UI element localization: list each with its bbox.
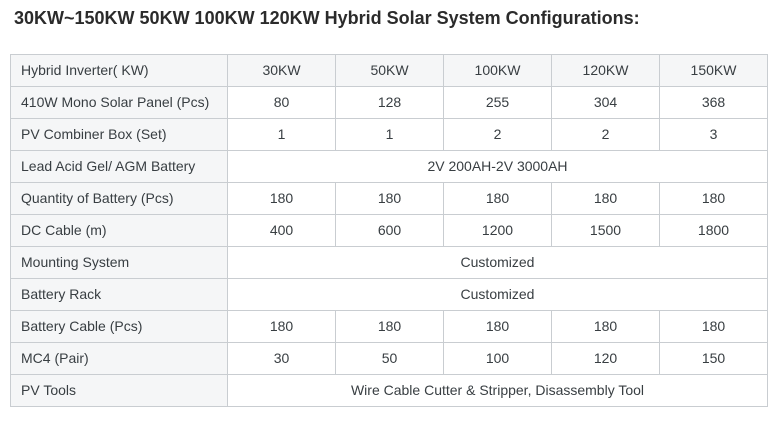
value-cell: 600 bbox=[335, 214, 444, 247]
value-cell: 180 bbox=[443, 310, 552, 343]
row-label-cell: Battery Rack bbox=[10, 278, 228, 311]
row-label-cell: Battery Cable (Pcs) bbox=[10, 310, 228, 343]
row-label-cell: Quantity of Battery (Pcs) bbox=[10, 182, 228, 215]
row-label-cell: DC Cable (m) bbox=[10, 214, 228, 247]
value-cell: 180 bbox=[659, 310, 768, 343]
value-cell: 1500 bbox=[551, 214, 660, 247]
value-cell: 1800 bbox=[659, 214, 768, 247]
table-row: MC4 (Pair) 30 50 100 120 150 bbox=[10, 342, 768, 375]
value-cell: 3 bbox=[659, 118, 768, 151]
table-header-row: Hybrid Inverter( KW) 30KW 50KW 100KW 120… bbox=[10, 54, 768, 87]
value-cell: 368 bbox=[659, 86, 768, 119]
span-value-cell: Customized bbox=[227, 278, 768, 311]
value-cell: 50 bbox=[335, 342, 444, 375]
table-row: PV Combiner Box (Set) 1 1 2 2 3 bbox=[10, 118, 768, 151]
table-row: 410W Mono Solar Panel (Pcs) 80 128 255 3… bbox=[10, 86, 768, 119]
value-cell: 180 bbox=[551, 310, 660, 343]
value-cell: 80 bbox=[227, 86, 336, 119]
column-header-cell: 150KW bbox=[659, 54, 768, 87]
value-cell: 100 bbox=[443, 342, 552, 375]
value-cell: 1 bbox=[227, 118, 336, 151]
row-label-cell: Lead Acid Gel/ AGM Battery bbox=[10, 150, 228, 183]
table-row: Battery Rack Customized bbox=[10, 278, 768, 311]
span-value-cell: Customized bbox=[227, 246, 768, 279]
value-cell: 180 bbox=[335, 310, 444, 343]
value-cell: 180 bbox=[659, 182, 768, 215]
span-value-cell: Wire Cable Cutter & Stripper, Disassembl… bbox=[227, 374, 768, 407]
row-label-cell: Hybrid Inverter( KW) bbox=[10, 54, 228, 87]
value-cell: 180 bbox=[551, 182, 660, 215]
table-row: Battery Cable (Pcs) 180 180 180 180 180 bbox=[10, 310, 768, 343]
table-row: Mounting System Customized bbox=[10, 246, 768, 279]
value-cell: 1200 bbox=[443, 214, 552, 247]
value-cell: 128 bbox=[335, 86, 444, 119]
column-header-cell: 100KW bbox=[443, 54, 552, 87]
value-cell: 2 bbox=[443, 118, 552, 151]
table-row: PV Tools Wire Cable Cutter & Stripper, D… bbox=[10, 374, 768, 407]
value-cell: 150 bbox=[659, 342, 768, 375]
value-cell: 400 bbox=[227, 214, 336, 247]
table-row: Lead Acid Gel/ AGM Battery 2V 200AH-2V 3… bbox=[10, 150, 768, 183]
value-cell: 180 bbox=[227, 310, 336, 343]
value-cell: 304 bbox=[551, 86, 660, 119]
column-header-cell: 30KW bbox=[227, 54, 336, 87]
table-row: DC Cable (m) 400 600 1200 1500 1800 bbox=[10, 214, 768, 247]
value-cell: 30 bbox=[227, 342, 336, 375]
solar-system-config-table: Hybrid Inverter( KW) 30KW 50KW 100KW 120… bbox=[10, 54, 768, 407]
row-label-cell: PV Tools bbox=[10, 374, 228, 407]
column-header-cell: 120KW bbox=[551, 54, 660, 87]
value-cell: 180 bbox=[335, 182, 444, 215]
value-cell: 2 bbox=[551, 118, 660, 151]
value-cell: 255 bbox=[443, 86, 552, 119]
value-cell: 120 bbox=[551, 342, 660, 375]
value-cell: 1 bbox=[335, 118, 444, 151]
row-label-cell: MC4 (Pair) bbox=[10, 342, 228, 375]
row-label-cell: 410W Mono Solar Panel (Pcs) bbox=[10, 86, 228, 119]
span-value-cell: 2V 200AH-2V 3000AH bbox=[227, 150, 768, 183]
table-row: Quantity of Battery (Pcs) 180 180 180 18… bbox=[10, 182, 768, 215]
row-label-cell: PV Combiner Box (Set) bbox=[10, 118, 228, 151]
row-label-cell: Mounting System bbox=[10, 246, 228, 279]
column-header-cell: 50KW bbox=[335, 54, 444, 87]
value-cell: 180 bbox=[227, 182, 336, 215]
page-title: 30KW~150KW 50KW 100KW 120KW Hybrid Solar… bbox=[14, 8, 640, 28]
value-cell: 180 bbox=[443, 182, 552, 215]
